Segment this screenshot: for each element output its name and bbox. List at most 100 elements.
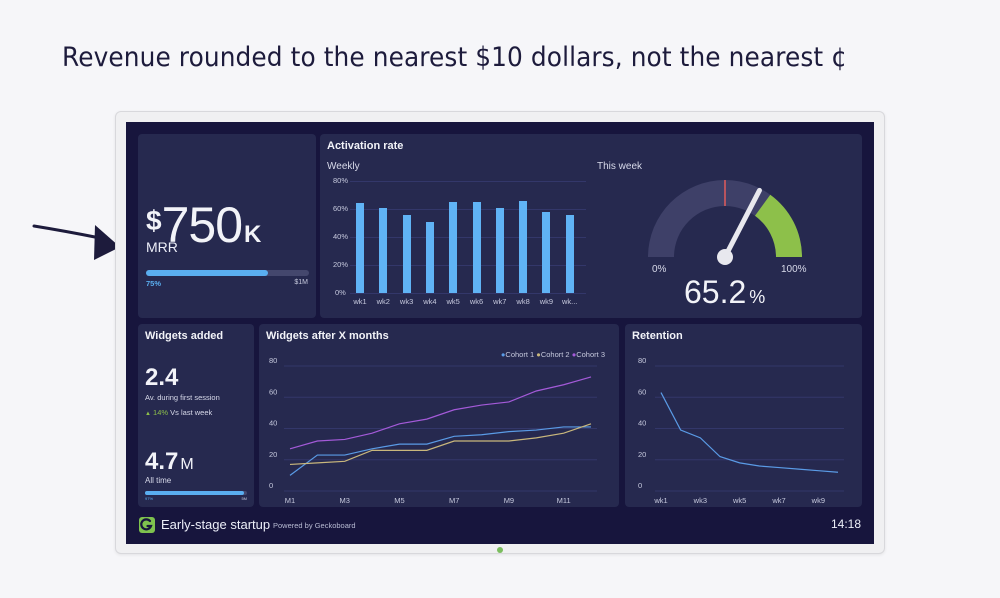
x-tick: wk5 <box>732 496 746 505</box>
gauge-value-number: 65.2 <box>684 274 747 310</box>
gauge-hub <box>717 249 733 265</box>
mrr-progress-label: 75% <box>146 279 162 288</box>
widgets-total-label: All time <box>145 476 172 485</box>
y-tick: 60% <box>333 204 349 213</box>
gauge-min-label: 0% <box>652 264 667 275</box>
this-week-label: This week <box>597 161 643 172</box>
mrr-label: MRR <box>146 239 178 255</box>
x-tick: M3 <box>340 496 350 505</box>
bar <box>565 214 574 293</box>
y-tick: 40 <box>269 419 277 428</box>
widgets-avg-label: Av. during first session <box>145 393 220 402</box>
widgets-after-title: Widgets after X months <box>266 330 389 342</box>
x-tick: wk5 <box>446 297 460 306</box>
activation-title: Activation rate <box>327 140 404 152</box>
widgets-total-value: 4.7 M <box>145 448 194 476</box>
cohort-line-chart: 0 20 40 60 80 M1 M3 M5 M7 M9 M11 <box>269 356 597 505</box>
bar <box>379 207 388 293</box>
widgets-progress-fill <box>145 491 244 495</box>
retention-line-chart: 0 20 40 60 80 wk1 wk3 wk5 wk7 wk9 <box>638 356 844 505</box>
widgets-progress-bar <box>145 491 247 495</box>
y-tick: 20 <box>638 450 646 459</box>
legend-cohort1: Cohort 1 <box>505 350 535 359</box>
y-tick: 80 <box>638 356 646 365</box>
cohort1-dot-icon: ● <box>500 350 506 359</box>
weekly-label: Weekly <box>327 161 360 172</box>
mrr-panel: $750K MRR 75% $1M <box>138 134 316 318</box>
powered-by: Powered by Geckoboard <box>273 521 356 530</box>
gauge-value: 65.2% <box>684 274 765 311</box>
mrr-progress-fill <box>146 270 269 276</box>
cohort2-dot-icon: ● <box>536 350 541 359</box>
gridline <box>350 237 586 238</box>
bar <box>425 221 434 293</box>
gauge-max-label: 100% <box>781 264 807 275</box>
weekly-bar-chart: 80% 60% 40% 20% 0% wk1 wk2 wk3 wk4 wk5 wk6 wk7… <box>320 134 590 318</box>
triangle-up-icon: ▲ <box>145 411 151 417</box>
y-tick: 0% <box>335 288 346 297</box>
x-tick: wk3 <box>399 297 414 306</box>
bar <box>472 202 481 293</box>
activation-gauge <box>648 180 802 265</box>
x-tick: wk9 <box>539 297 554 306</box>
dashboard-title: Early-stage startup <box>161 517 271 532</box>
widgets-avg-value: 2.4 <box>145 364 179 391</box>
y-tick: 20 <box>269 450 277 459</box>
x-tick: wk4 <box>423 297 437 306</box>
series-line <box>289 426 591 476</box>
clock: 14:18 <box>830 517 861 531</box>
y-tick: 0 <box>269 481 273 490</box>
activation-panel: Activation rate Weekly This week 80% 60%… <box>320 134 862 318</box>
x-tick: wk6 <box>469 297 484 306</box>
gauge-value-unit: % <box>749 287 766 307</box>
total-number: 4.7 <box>145 448 179 475</box>
bar <box>519 200 528 293</box>
y-tick: 40 <box>638 419 646 428</box>
x-tick: wk7 <box>493 297 507 306</box>
widgets-trend: ▲ 14% Vs last week <box>145 408 212 417</box>
power-indicator-icon <box>497 547 503 553</box>
x-tick: M5 <box>394 496 404 505</box>
trend-label: Vs last week <box>170 408 213 417</box>
bar <box>495 207 504 293</box>
y-tick: 80% <box>333 176 349 185</box>
y-tick: 60 <box>638 387 646 396</box>
bar <box>449 202 458 293</box>
x-tick: M11 <box>557 496 571 505</box>
x-tick: wk... <box>561 297 578 306</box>
widgets-added-panel: Widgets added 2.4 Av. during first sessi… <box>138 324 254 507</box>
legend-cohort3: Cohort 3 <box>576 350 605 359</box>
series-line <box>289 376 592 450</box>
x-tick: wk8 <box>516 297 530 306</box>
y-tick: 60 <box>269 387 277 396</box>
legend-cohort2: Cohort 2 <box>540 350 570 359</box>
series-line <box>660 392 839 473</box>
gridline <box>350 209 586 210</box>
geckoboard-logo-icon <box>139 517 155 533</box>
x-tick: wk1 <box>353 297 367 306</box>
x-tick: M9 <box>504 496 514 505</box>
bar <box>356 203 364 293</box>
x-tick: wk1 <box>653 496 667 505</box>
gauge-track <box>648 180 802 257</box>
bar <box>402 214 411 293</box>
x-tick: wk7 <box>771 496 785 505</box>
tv-monitor: $750K MRR 75% $1M Activation rate Weekly… <box>115 111 885 554</box>
gauge-needle <box>722 187 762 260</box>
x-tick: wk3 <box>693 496 707 505</box>
x-tick: wk2 <box>376 297 390 306</box>
retention-panel: Retention 0 20 40 60 80 wk1 wk3 wk5 wk7 wk9 <box>625 324 862 507</box>
widgets-progress-left: 97% <box>145 496 154 501</box>
mrr-currency: $ <box>146 205 162 236</box>
series-line <box>289 423 592 466</box>
widgets-after-panel: Widgets after X months ●Cohort 1 ●Cohort… <box>259 324 619 507</box>
dashboard-screen: $750K MRR 75% $1M Activation rate Weekly… <box>126 122 874 544</box>
mrr-progress-bar <box>146 270 309 276</box>
bar <box>542 211 551 293</box>
trend-value: 14% <box>153 408 169 417</box>
arrow-icon <box>32 224 120 260</box>
y-tick: 80 <box>269 356 277 365</box>
x-tick: wk9 <box>811 496 825 505</box>
cohort3-dot-icon: ● <box>571 350 577 359</box>
widgets-progress-right: 5M <box>241 496 247 501</box>
